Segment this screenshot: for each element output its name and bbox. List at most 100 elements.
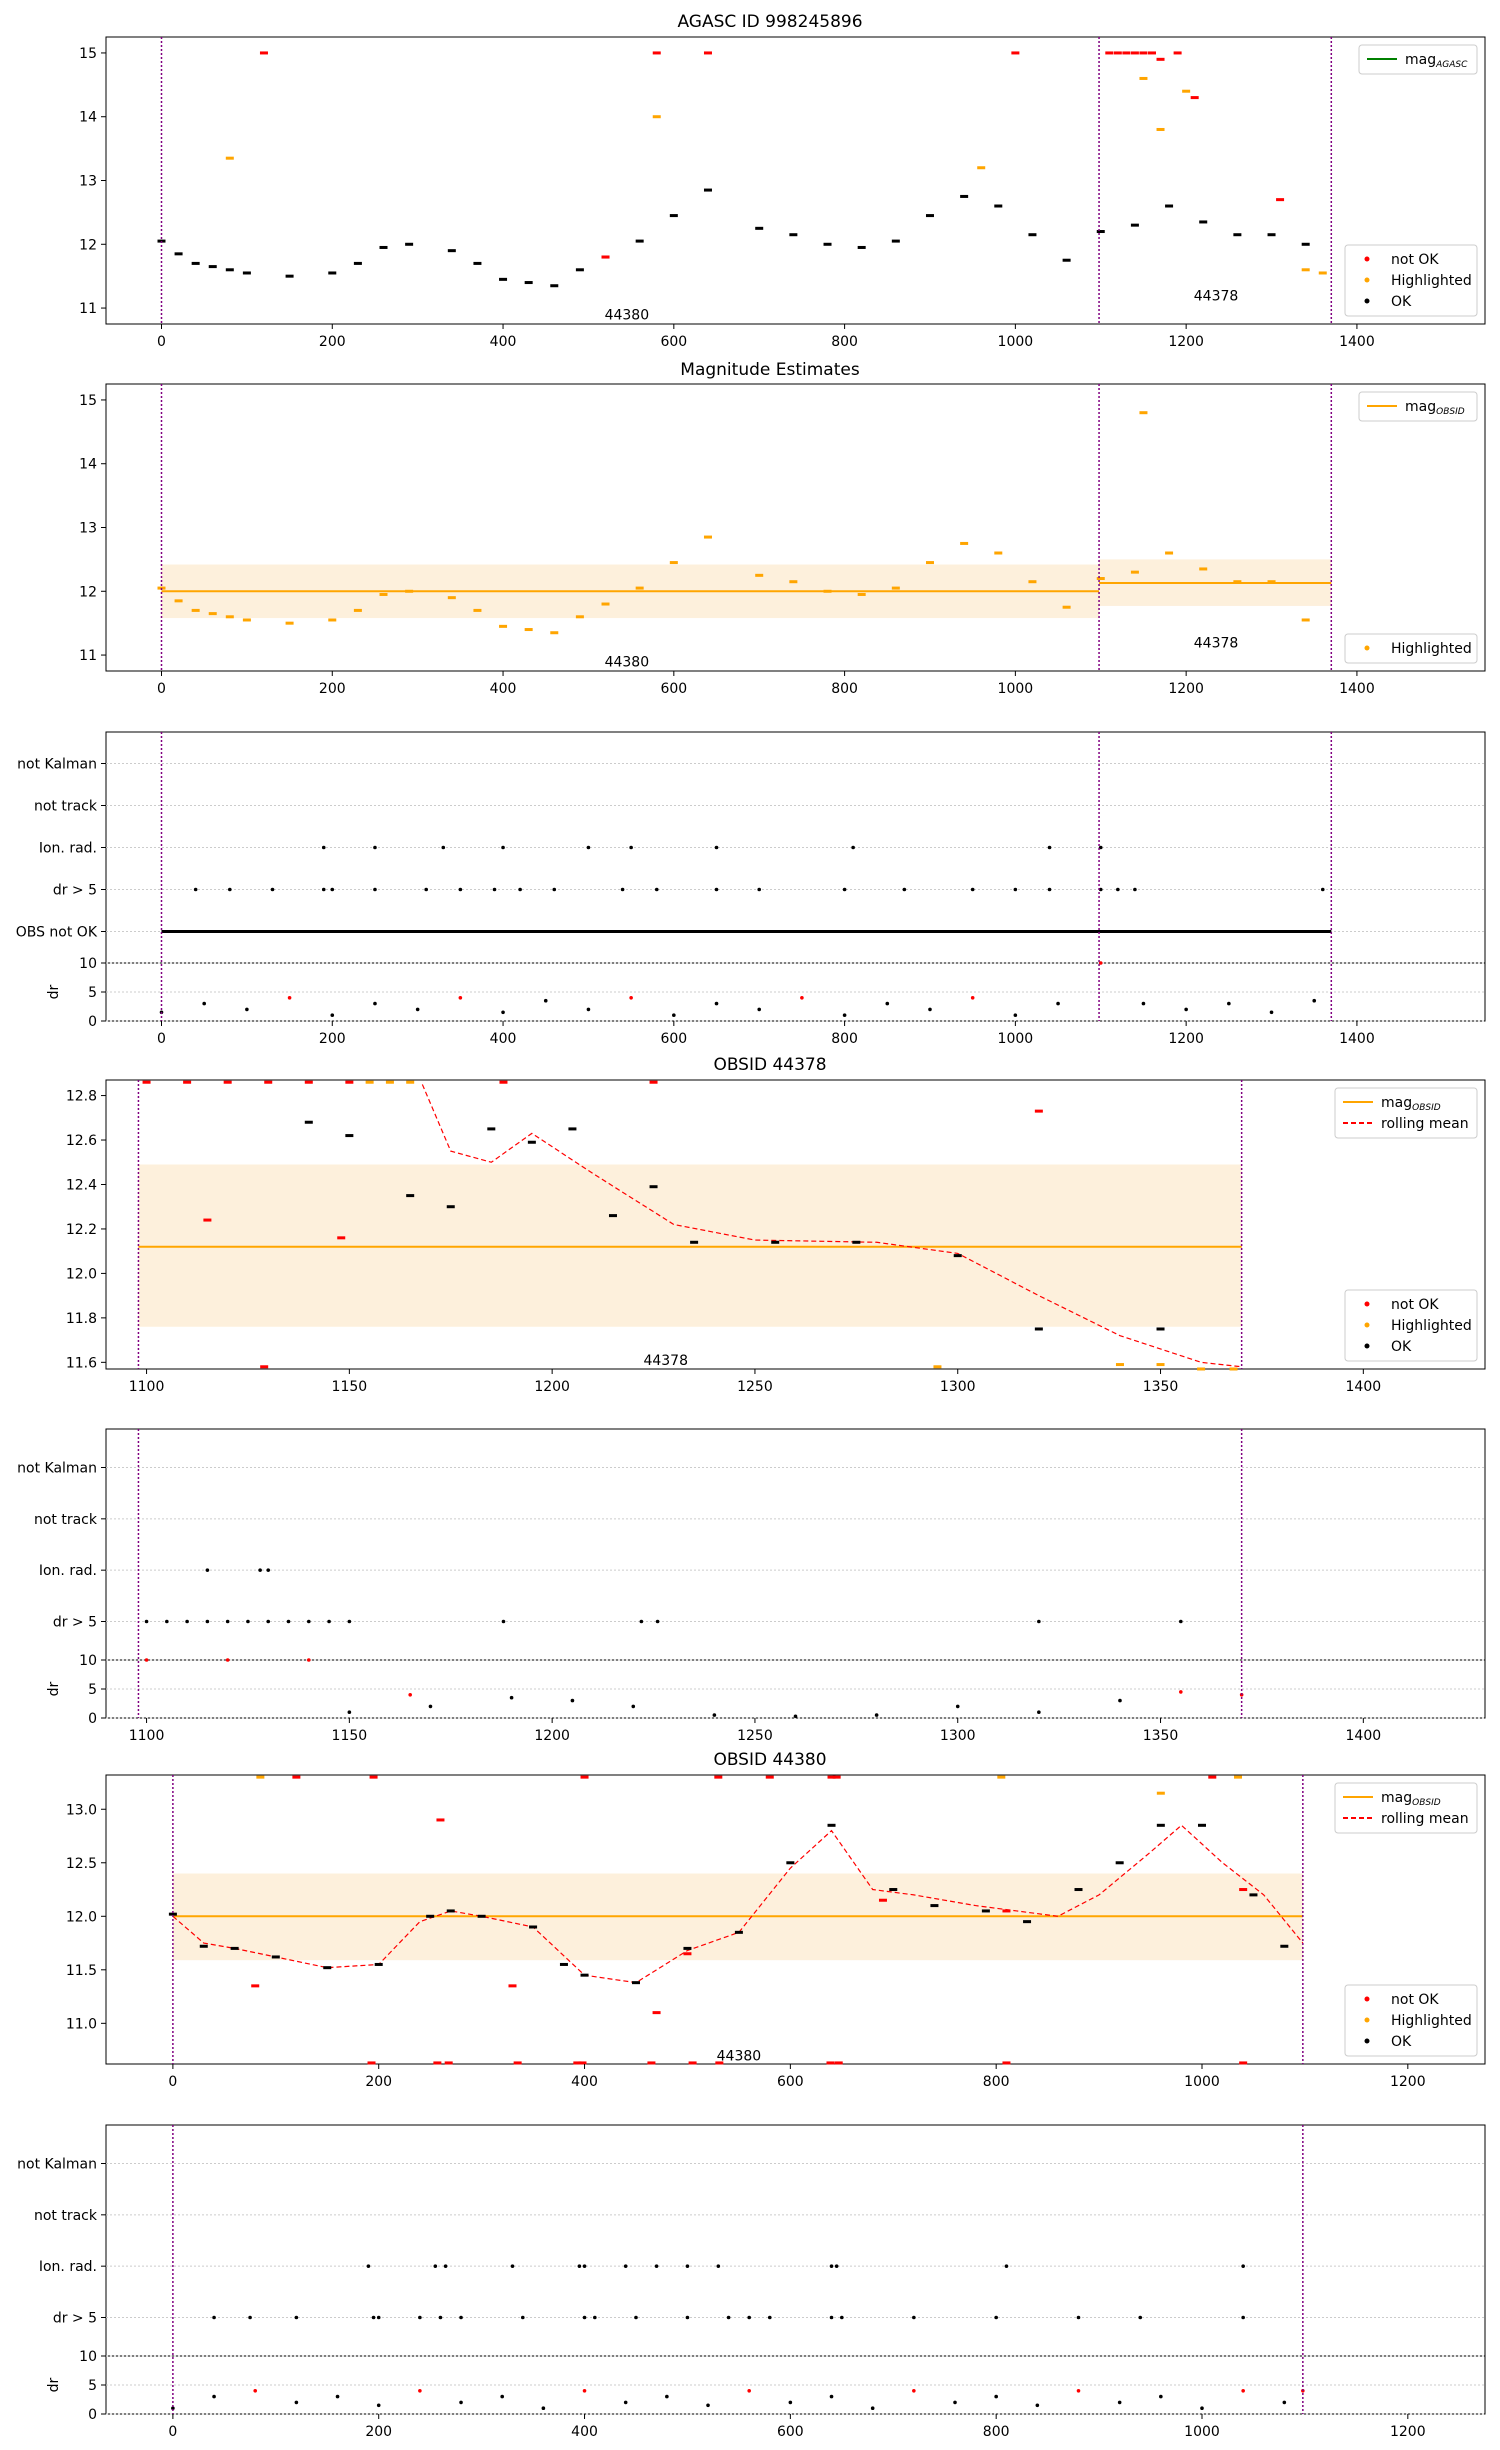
legend-label: not OK: [1391, 252, 1439, 268]
dr-point: [1035, 2403, 1040, 2408]
data-point: [379, 245, 388, 249]
legend-label: magOBSID: [1405, 399, 1465, 417]
plot-area: OBS not OK dr > 5 Ion. rad. not track not Ka…: [16, 731, 1486, 1047]
data-point: [436, 1818, 445, 1822]
data-point: [1267, 233, 1276, 237]
data-point: [960, 194, 969, 198]
data-point: [328, 271, 337, 275]
legend-label: magAGASC: [1405, 52, 1468, 70]
data-point: [1182, 89, 1191, 93]
data-point: [256, 1775, 265, 1779]
data-point: [405, 242, 414, 246]
flag-point: [248, 2315, 252, 2320]
x-tick-label: 1400: [1346, 1728, 1382, 1744]
dr-point: [912, 2389, 916, 2393]
obsid-label: 44380: [605, 307, 650, 323]
legend-label: OK: [1391, 1339, 1412, 1355]
flag-point: [970, 887, 975, 892]
legend-label: rolling mean: [1381, 1811, 1469, 1827]
data-point: [513, 2061, 522, 2065]
flag-point: [510, 2264, 515, 2268]
data-point: [580, 1775, 589, 1779]
data-point: [1165, 551, 1174, 555]
data-point: [1156, 1363, 1165, 1367]
data-point: [826, 2061, 835, 2065]
legend-label: Highlighted: [1391, 641, 1472, 657]
category-label: not Kalman: [17, 757, 97, 773]
data-point: [1028, 233, 1037, 237]
x-tick-label: 400: [490, 1031, 517, 1047]
data-point: [242, 618, 251, 622]
x-tick-label: 1000: [998, 1031, 1034, 1047]
y-tick-label: 5: [88, 2378, 97, 2394]
data-point: [1028, 580, 1037, 584]
data-point: [832, 1775, 841, 1779]
dr-point: [459, 2400, 463, 2405]
x-tick-label: 400: [571, 2074, 598, 2090]
data-point: [977, 166, 986, 170]
legend-text: OK: [1391, 2034, 1412, 2050]
dr-point: [1013, 1013, 1018, 1017]
legend-swatch: [1364, 2017, 1370, 2023]
data-point: [1276, 198, 1285, 202]
data-point: [304, 1120, 313, 1124]
dr-point: [1117, 2400, 1122, 2405]
dr-point: [543, 998, 548, 1003]
y-tick-label: 11: [79, 648, 97, 664]
flag-point: [1138, 2315, 1143, 2320]
flag-point: [347, 1619, 352, 1624]
data-point: [601, 602, 610, 606]
flag-point: [829, 2264, 834, 2268]
data-point: [703, 535, 712, 539]
data-point: [559, 1962, 568, 1966]
dr-point: [335, 2394, 340, 2399]
x-tick-label: 200: [365, 2074, 392, 2090]
data-point: [473, 261, 482, 265]
category-label: dr > 5: [53, 2311, 97, 2327]
flag-point: [829, 2315, 834, 2320]
flag-point: [1004, 2264, 1009, 2268]
data-point: [1002, 1909, 1011, 1913]
legend-text: mag: [1405, 52, 1436, 68]
dr-point: [870, 2406, 875, 2410]
data-point: [1074, 1888, 1083, 1892]
x-tick-label: 1250: [737, 1379, 773, 1395]
flag-point: [501, 845, 505, 850]
legend-subscript: OBSID: [1436, 407, 1465, 417]
data-point: [444, 2061, 453, 2065]
flag-point: [655, 1619, 660, 1624]
y-tick-label: 10: [79, 1653, 97, 1669]
x-tick-label: 1400: [1339, 334, 1375, 350]
data-point: [1280, 1944, 1289, 1948]
flag-point: [716, 2264, 721, 2268]
data-point: [1156, 1327, 1165, 1331]
flag-point: [266, 1568, 271, 1572]
data-point: [635, 239, 644, 243]
plot-area: 11 12 13 14 15 44380 44378 0 200 400 600 800 1000 120…: [79, 383, 1486, 697]
y-tick-label: 12.8: [66, 1089, 97, 1105]
data-point: [891, 586, 900, 590]
dr-point: [287, 996, 292, 1000]
data-point: [1234, 1775, 1243, 1779]
data-point: [225, 156, 234, 160]
plot-frame: [105, 1774, 1486, 2065]
y-tick-label: 12.2: [66, 1222, 97, 1238]
flag-point: [433, 2264, 438, 2268]
data-point: [1139, 51, 1148, 55]
dr-point: [1141, 1001, 1146, 1006]
data-point: [994, 551, 1003, 555]
flag-point: [246, 1619, 250, 1624]
y-tick-label: 10: [79, 2349, 97, 2365]
legend-label: OK: [1391, 2034, 1412, 2050]
plot-area: 11 12 13 14 15 44380 44378 0 200 400 600 800 1000 120…: [79, 36, 1486, 350]
y-tick-label: 12.4: [66, 1177, 97, 1193]
x-tick-label: 1350: [1143, 1728, 1179, 1744]
x-tick-label: 400: [490, 681, 517, 697]
flag-point: [1098, 887, 1103, 892]
x-tick-label: 400: [571, 2424, 598, 2440]
plot-area: 11.6 11.8 12.0 12.2 12.4 12.6 12.8 44378 1100 115…: [66, 1079, 1486, 1395]
x-tick-label: 600: [660, 334, 687, 350]
dr-point: [501, 1010, 505, 1015]
data-point: [1096, 230, 1105, 234]
rolling-mean-line: [421, 1084, 1242, 1368]
